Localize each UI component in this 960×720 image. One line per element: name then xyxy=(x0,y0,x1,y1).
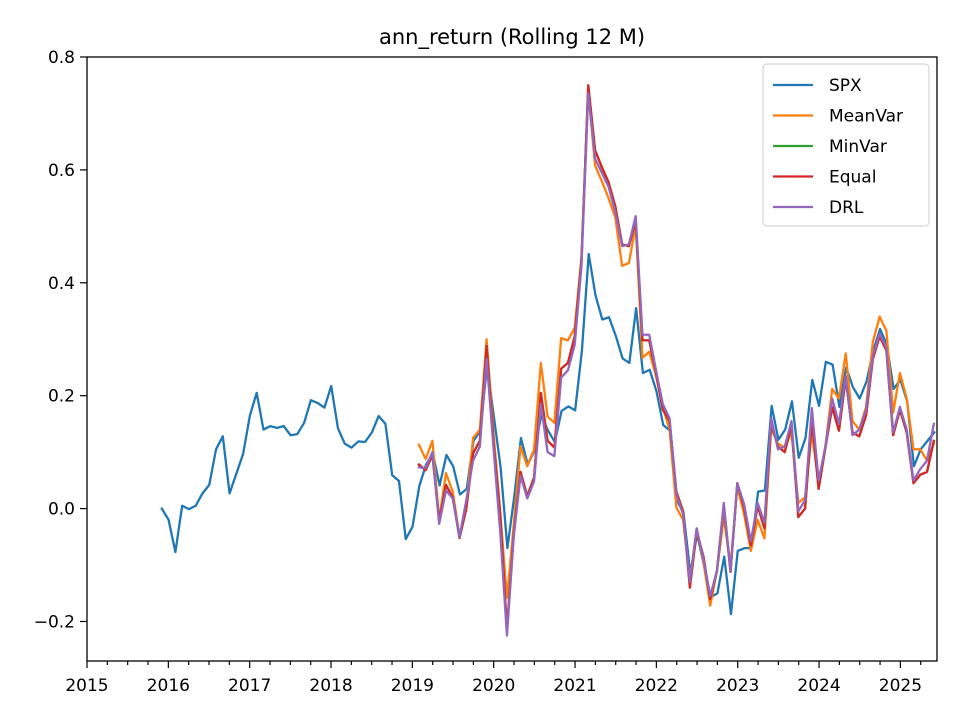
x-tick-label: 2017 xyxy=(228,676,271,696)
x-tick-label: 2022 xyxy=(635,676,678,696)
series-line-spx xyxy=(160,252,936,616)
x-tick-label: 2021 xyxy=(553,676,596,696)
x-tick-label: 2020 xyxy=(472,676,515,696)
y-tick-label: −0.2 xyxy=(34,612,75,632)
x-tick-label: 2023 xyxy=(716,676,759,696)
x-tick-label: 2024 xyxy=(797,676,840,696)
y-tick-label: 0.0 xyxy=(48,500,75,520)
legend-label-spx: SPX xyxy=(829,76,862,96)
plot-frame xyxy=(86,56,938,662)
legend-label-equal: Equal xyxy=(829,168,876,188)
plot-area xyxy=(160,84,936,637)
y-tick-label: 0.6 xyxy=(48,161,75,181)
legend-label-drl: DRL xyxy=(829,198,864,218)
legend-label-minvar: MinVar xyxy=(829,137,887,157)
x-tick-label: 2025 xyxy=(879,676,922,696)
x-tick-label: 2018 xyxy=(309,676,352,696)
y-tick-label: 0.4 xyxy=(48,274,75,294)
x-tick-label: 2015 xyxy=(65,676,108,696)
legend: SPX MeanVar MinVar Equal DRL xyxy=(762,63,930,227)
series-line-meanvar xyxy=(417,89,936,607)
x-tick-label: 2016 xyxy=(147,676,190,696)
x-tick-label: 2019 xyxy=(391,676,434,696)
legend-label-meanvar: MeanVar xyxy=(829,107,903,127)
y-axis: −0.2 0.0 0.2 0.4 0.6 0.8 xyxy=(34,48,87,632)
chart-title: ann_return (Rolling 12 M) xyxy=(379,25,645,50)
y-tick-label: 0.2 xyxy=(48,387,75,407)
y-tick-label: 0.8 xyxy=(48,48,75,68)
series-line-drl xyxy=(417,92,936,637)
x-axis: 2015 2016 2017 2018 2019 2020 2021 2022 2023 2024… xyxy=(65,661,922,696)
legend-box xyxy=(762,63,930,227)
